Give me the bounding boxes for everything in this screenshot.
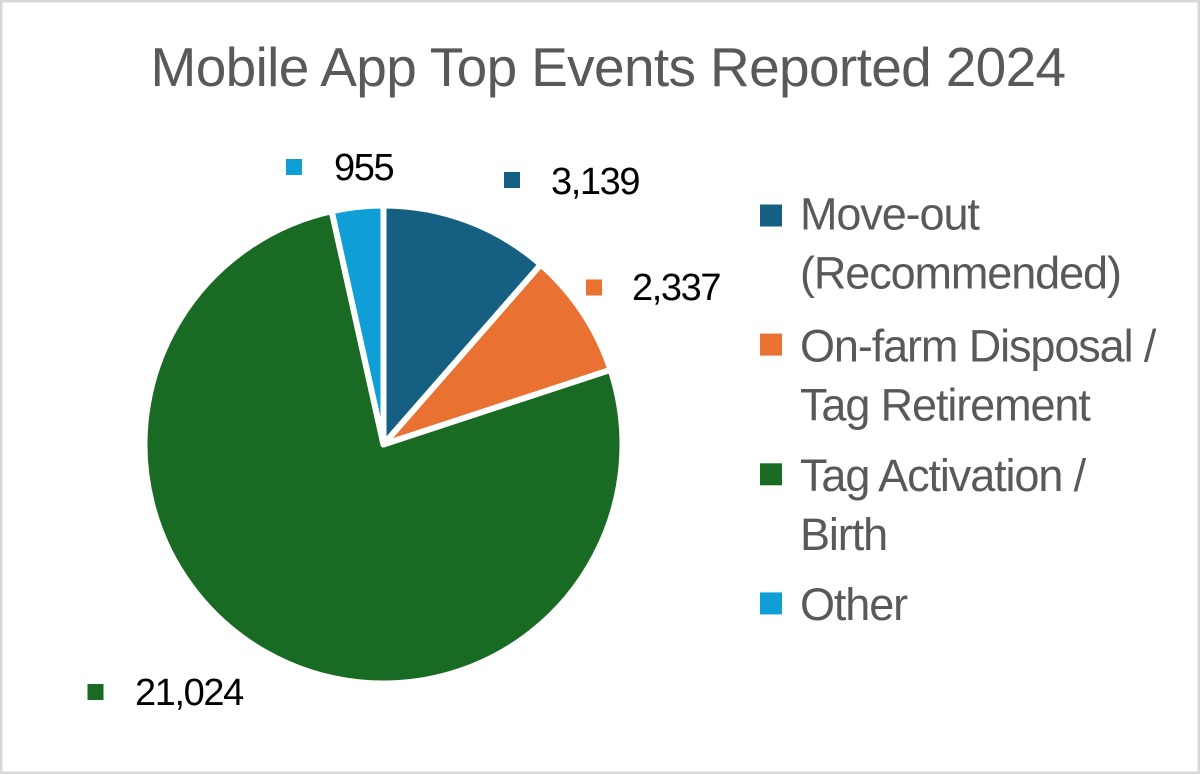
svg-text:Birth: Birth — [800, 509, 887, 560]
svg-text:Tag Activation /: Tag Activation / — [800, 450, 1087, 501]
svg-text:955: 955 — [334, 147, 393, 189]
svg-text:3,139: 3,139 — [551, 161, 639, 203]
svg-text:Other: Other — [800, 579, 908, 630]
svg-text:2,337: 2,337 — [632, 267, 720, 309]
svg-text:21,024: 21,024 — [135, 672, 244, 714]
svg-text:On-farm Disposal /: On-farm Disposal / — [800, 321, 1157, 372]
svg-text:Mobile App Top Events Reported: Mobile App Top Events Reported 2024 — [151, 36, 1066, 98]
svg-text:(Recommended): (Recommended) — [800, 248, 1121, 299]
svg-text:Tag Retirement: Tag Retirement — [800, 380, 1091, 431]
svg-text:Move-out: Move-out — [800, 189, 980, 240]
